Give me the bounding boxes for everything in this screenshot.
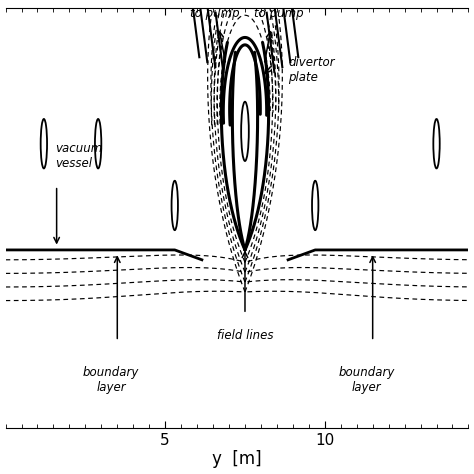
Text: field lines: field lines [217, 329, 273, 342]
Text: divertor
plate: divertor plate [288, 55, 335, 83]
Text: vacuum
vessel: vacuum vessel [55, 142, 102, 170]
Text: to pump: to pump [190, 7, 239, 20]
Text: boundary
layer: boundary layer [83, 366, 139, 394]
X-axis label: y  [m]: y [m] [212, 450, 262, 468]
Text: to pump: to pump [254, 7, 303, 20]
Text: boundary
layer: boundary layer [338, 366, 394, 394]
